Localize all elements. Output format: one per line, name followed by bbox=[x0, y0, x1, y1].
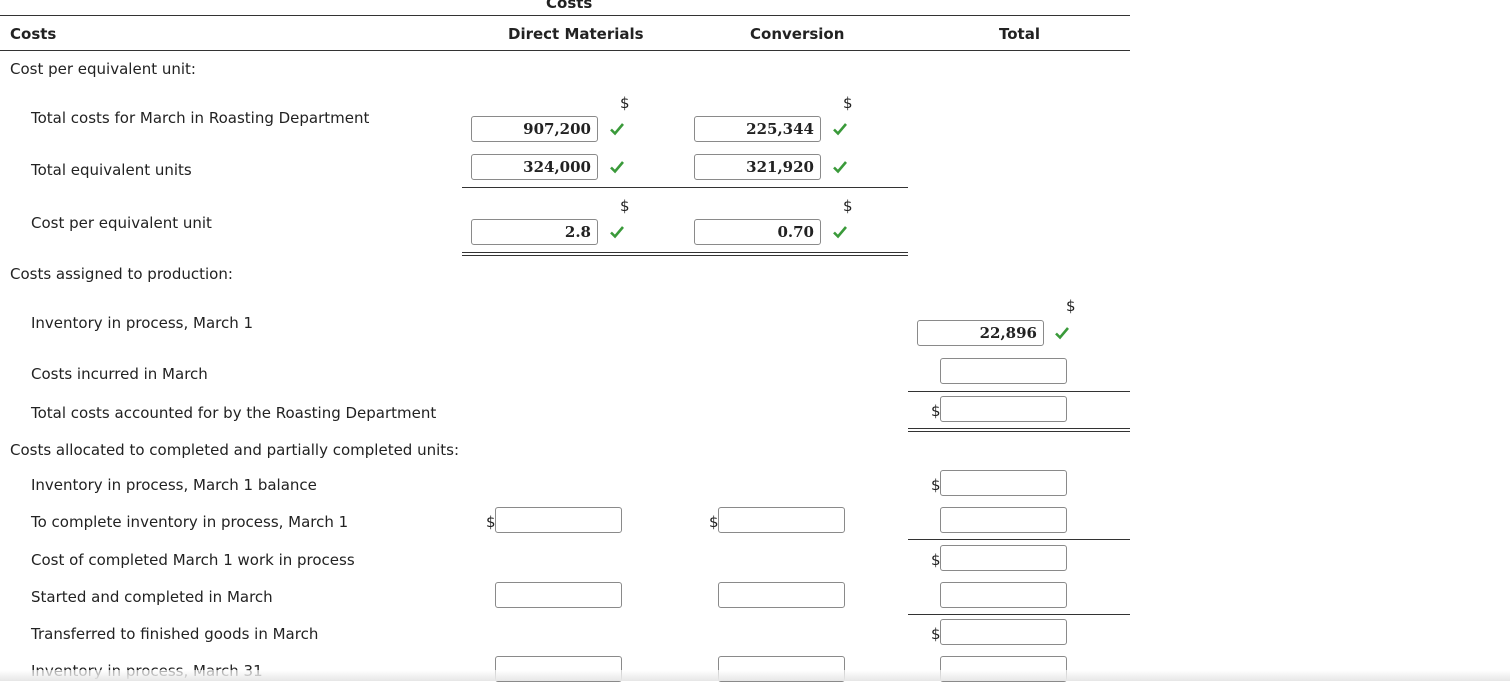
col-header-direct-materials: Direct Materials bbox=[508, 25, 644, 43]
to-complete-underline bbox=[908, 539, 1130, 540]
dollar-sign: $ bbox=[709, 513, 719, 531]
header-left-rule bbox=[0, 15, 462, 16]
dm-started-input[interactable] bbox=[495, 582, 622, 608]
row-label-total-accounted: Total costs accounted for by the Roastin… bbox=[31, 404, 437, 422]
row-label-inv-march1: Inventory in process, March 1 bbox=[31, 314, 254, 332]
total-to-complete-input[interactable] bbox=[940, 507, 1067, 533]
checkmark-icon bbox=[833, 161, 847, 174]
section-cost-per-eu: Cost per equivalent unit: bbox=[10, 60, 196, 78]
dollar-sign: $ bbox=[843, 197, 853, 215]
row-label-started-completed: Started and completed in March bbox=[31, 588, 273, 606]
cost-per-eu-double-rule bbox=[462, 252, 908, 256]
eu-underline bbox=[462, 187, 908, 188]
row-label-transferred: Transferred to finished goods in March bbox=[31, 625, 319, 643]
bottom-scroll-shadow bbox=[0, 670, 1510, 681]
row-label-total-eu: Total equivalent units bbox=[31, 161, 192, 179]
dollar-sign: $ bbox=[620, 197, 630, 215]
checkmark-icon bbox=[1055, 327, 1069, 340]
incurred-underline bbox=[908, 391, 1130, 392]
dollar-sign: $ bbox=[931, 402, 941, 420]
row-label-to-complete: To complete inventory in process, March … bbox=[31, 513, 349, 531]
col-header-costs: Costs bbox=[10, 25, 57, 43]
conv-cost-per-eu-input[interactable] bbox=[694, 219, 821, 245]
started-underline bbox=[908, 614, 1130, 615]
col-header-conversion: Conversion bbox=[750, 25, 845, 43]
dollar-sign: $ bbox=[931, 476, 941, 494]
dollar-sign: $ bbox=[843, 94, 853, 112]
checkmark-icon bbox=[610, 123, 624, 136]
dollar-sign: $ bbox=[931, 551, 941, 569]
row-label-total-costs-march: Total costs for March in Roasting Depart… bbox=[31, 109, 370, 127]
total-started-input[interactable] bbox=[940, 582, 1067, 608]
row-label-cost-completed: Cost of completed March 1 work in proces… bbox=[31, 551, 355, 569]
dm-total-costs-input[interactable] bbox=[471, 116, 598, 142]
checkmark-icon bbox=[833, 226, 847, 239]
total-accounted-input[interactable] bbox=[940, 396, 1067, 422]
total-inv-march1-input[interactable] bbox=[917, 320, 1044, 346]
checkmark-icon bbox=[833, 123, 847, 136]
total-costs-incurred-input[interactable] bbox=[940, 358, 1067, 384]
checkmark-icon bbox=[610, 226, 624, 239]
conv-total-costs-input[interactable] bbox=[694, 116, 821, 142]
costs-group-title: Costs bbox=[546, 0, 593, 12]
accounted-double-rule bbox=[908, 428, 1130, 432]
col-header-total: Total bbox=[999, 25, 1040, 43]
conv-total-eu-input[interactable] bbox=[694, 154, 821, 180]
total-inv-balance-input[interactable] bbox=[940, 470, 1067, 496]
dm-total-eu-input[interactable] bbox=[471, 154, 598, 180]
checkmark-icon bbox=[610, 161, 624, 174]
total-transferred-input[interactable] bbox=[940, 619, 1067, 645]
header-bottom-rule bbox=[0, 50, 1130, 51]
dollar-sign: $ bbox=[620, 94, 630, 112]
section-costs-allocated: Costs allocated to completed and partial… bbox=[10, 441, 460, 459]
row-label-costs-incurred: Costs incurred in March bbox=[31, 365, 208, 383]
dollar-sign: $ bbox=[1066, 297, 1076, 315]
header-top-rule bbox=[462, 15, 1130, 16]
dm-to-complete-input[interactable] bbox=[495, 507, 622, 533]
dollar-sign: $ bbox=[931, 625, 941, 643]
dm-cost-per-eu-input[interactable] bbox=[471, 219, 598, 245]
conv-started-input[interactable] bbox=[718, 582, 845, 608]
conv-to-complete-input[interactable] bbox=[718, 507, 845, 533]
total-cost-completed-input[interactable] bbox=[940, 545, 1067, 571]
row-label-inv-march1-balance: Inventory in process, March 1 balance bbox=[31, 476, 317, 494]
row-label-cost-per-eu: Cost per equivalent unit bbox=[31, 214, 212, 232]
dollar-sign: $ bbox=[486, 513, 496, 531]
section-costs-assigned: Costs assigned to production: bbox=[10, 265, 233, 283]
